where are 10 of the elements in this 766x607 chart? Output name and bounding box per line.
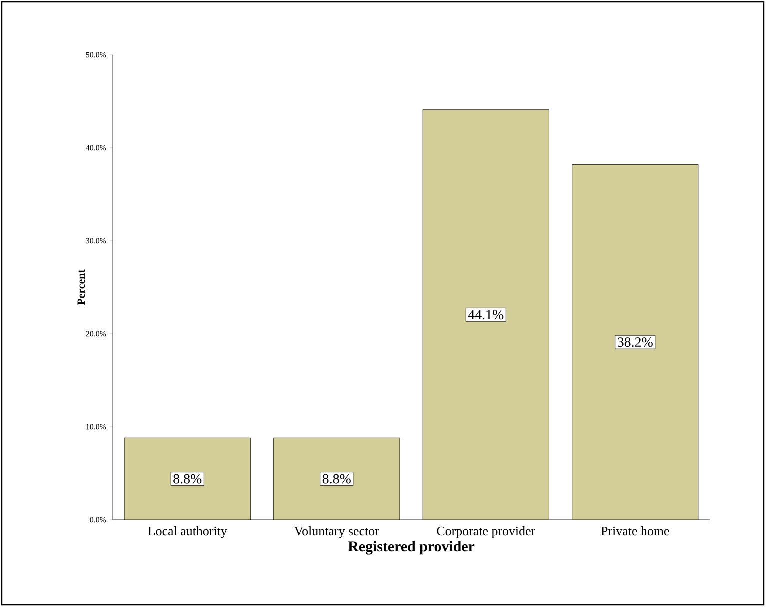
x-tick-label: Voluntary sector (294, 526, 380, 538)
y-axis-title: Percent (78, 270, 86, 306)
x-tick-label: Private home (601, 526, 670, 536)
data-label: 44.1% (468, 310, 504, 320)
data-label: 8.8% (322, 474, 351, 484)
data-label: 8.8% (174, 474, 202, 484)
x-tick-label: Corporate provider (437, 526, 536, 538)
data-label: 38.2% (618, 338, 653, 348)
x-axis-title: Registered provider (348, 541, 475, 555)
x-tick-label: Local authority (148, 526, 228, 538)
